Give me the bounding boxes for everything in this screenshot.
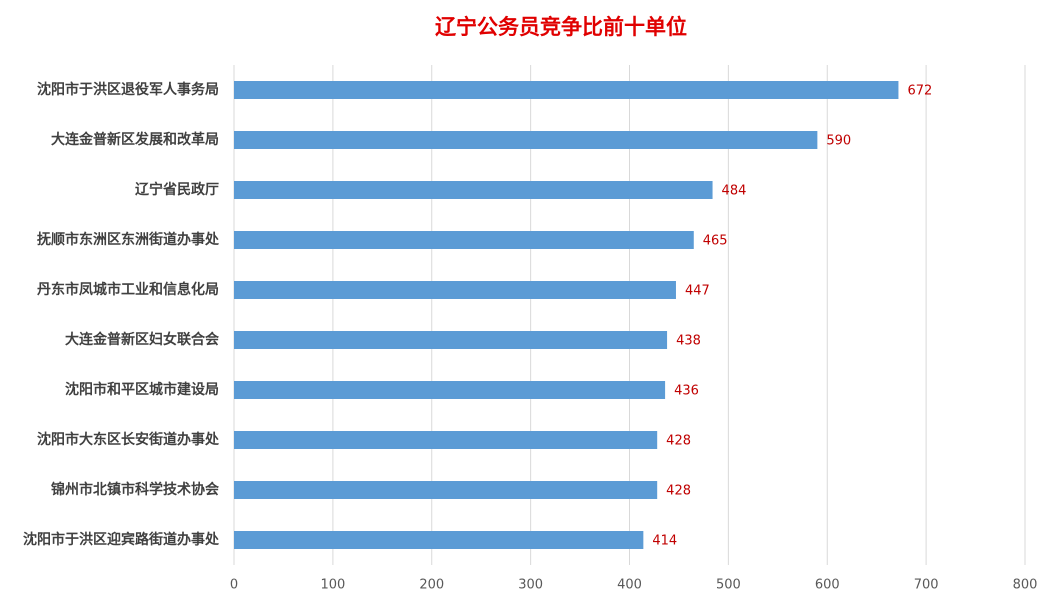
x-tick-label: 200 (419, 578, 444, 593)
data-label: 428 (666, 484, 691, 499)
y-tick-label: 大连金普新区妇女联合会 (65, 331, 220, 348)
data-label: 438 (676, 334, 701, 349)
bar (234, 231, 694, 249)
x-tick-label: 400 (617, 578, 642, 593)
x-tick-label: 600 (815, 578, 840, 593)
y-tick-label: 丹东市凤城市工业和信息化局 (37, 281, 219, 298)
data-label: 414 (652, 534, 677, 549)
x-tick-label: 800 (1013, 578, 1038, 593)
bar (234, 531, 644, 549)
y-tick-label: 辽宁省民政厅 (135, 181, 219, 198)
data-label: 672 (907, 84, 932, 99)
bar (234, 481, 658, 499)
bar (234, 81, 899, 99)
y-tick-label: 沈阳市大东区长安街道办事处 (37, 431, 220, 448)
data-label: 484 (722, 184, 747, 199)
x-tick-label: 300 (518, 578, 543, 593)
bar (234, 381, 666, 399)
bar (234, 431, 658, 449)
data-label: 436 (674, 384, 699, 399)
x-tick-label: 500 (716, 578, 741, 593)
data-label: 447 (685, 284, 710, 299)
y-tick-label: 锦州市北镇市科学技术协会 (51, 481, 220, 498)
bar (234, 331, 668, 349)
data-label: 428 (666, 434, 691, 449)
x-tick-label: 0 (230, 578, 238, 593)
y-tick-label: 沈阳市于洪区迎宾路街道办事处 (23, 531, 220, 548)
data-label: 590 (826, 134, 851, 149)
y-tick-label: 抚顺市东洲区东洲街道办事处 (37, 231, 220, 248)
y-tick-label: 沈阳市于洪区退役军人事务局 (37, 81, 219, 98)
y-tick-label: 沈阳市和平区城市建设局 (65, 381, 219, 398)
x-tick-label: 100 (320, 578, 345, 593)
bar (234, 131, 818, 149)
bar (234, 281, 676, 299)
bar (234, 181, 713, 199)
data-label: 465 (703, 234, 728, 249)
chart-title: 辽宁公务员竞争比前十单位 (435, 15, 687, 39)
y-tick-label: 大连金普新区发展和改革局 (51, 131, 219, 148)
x-tick-label: 700 (914, 578, 939, 593)
